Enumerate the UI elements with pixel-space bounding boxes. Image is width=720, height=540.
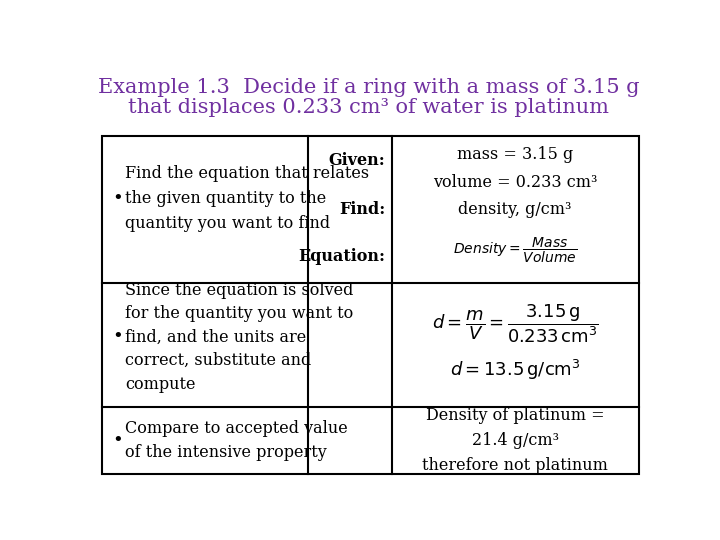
- Text: volume = 0.233 cm³: volume = 0.233 cm³: [433, 174, 598, 191]
- Bar: [102, 136, 639, 475]
- Text: Since the equation is solved
for the quantity you want to
find, and the units ar: Since the equation is solved for the qua…: [125, 282, 354, 393]
- Text: mass = 3.15 g: mass = 3.15 g: [457, 146, 573, 163]
- Text: $\mathit{Density} = \dfrac{\mathit{Mass}}{\mathit{Volume}}$: $\mathit{Density} = \dfrac{\mathit{Mass}…: [453, 236, 577, 265]
- Text: Equation:: Equation:: [299, 248, 385, 265]
- Text: density, g/cm³: density, g/cm³: [459, 201, 572, 218]
- Text: Compare to accepted value
of the intensive property: Compare to accepted value of the intensi…: [125, 420, 348, 462]
- Text: that displaces 0.233 cm³ of water is platinum: that displaces 0.233 cm³ of water is pla…: [128, 98, 610, 117]
- Text: Find the equation that relates
the given quantity to the
quantity you want to fi: Find the equation that relates the given…: [125, 165, 369, 232]
- Text: •: •: [112, 328, 123, 346]
- Text: Find:: Find:: [339, 201, 385, 218]
- Text: $d = 13.5\,\mathrm{g/cm}^3$: $d = 13.5\,\mathrm{g/cm}^3$: [450, 357, 580, 382]
- Text: Example 1.3  Decide if a ring with a mass of 3.15 g: Example 1.3 Decide if a ring with a mass…: [98, 78, 640, 97]
- Text: $d = \dfrac{m}{V} = \dfrac{3.15\,\mathrm{g}}{0.233\,\mathrm{cm}^3}$: $d = \dfrac{m}{V} = \dfrac{3.15\,\mathrm…: [432, 302, 598, 345]
- Text: Given:: Given:: [329, 152, 385, 169]
- Text: Density of platinum =
21.4 g/cm³
therefore not platinum: Density of platinum = 21.4 g/cm³ therefo…: [422, 407, 608, 474]
- Text: •: •: [112, 190, 123, 207]
- Text: •: •: [112, 431, 123, 450]
